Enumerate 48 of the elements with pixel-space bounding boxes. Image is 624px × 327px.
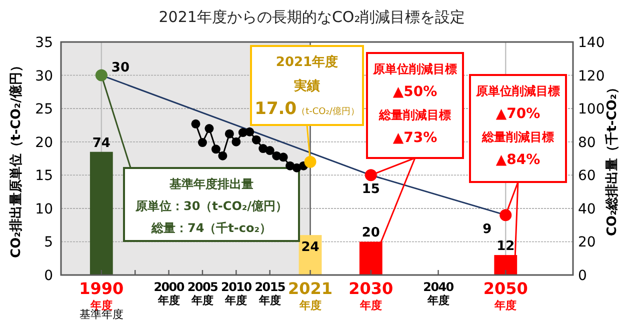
chart-title: 2021年度からの長期的なCO₂削減目標を設定 bbox=[158, 8, 466, 26]
annotation: 17.0（t-CO₂/億円） bbox=[254, 99, 360, 119]
y2-tick-label: 40 bbox=[578, 201, 596, 218]
y2-tick-label: 60 bbox=[578, 168, 596, 184]
annotation: 総量削減目標 bbox=[378, 108, 451, 122]
x-tick-label: 2010 年度 bbox=[221, 280, 252, 307]
data-label: 20 bbox=[362, 226, 380, 241]
y-tick-label: 35 bbox=[35, 35, 53, 51]
annotation: ▲70% bbox=[496, 106, 540, 122]
x-tick-label: 2005 年度 bbox=[187, 280, 218, 307]
x-tick-label: 2000 年度 bbox=[154, 280, 184, 307]
x-tick-label: 2021 年度 bbox=[288, 279, 333, 312]
y2-tick-label: 120 bbox=[578, 68, 605, 84]
y2-tick-label: 100 bbox=[578, 102, 605, 118]
annotation: 基準年度排出量 bbox=[168, 177, 254, 191]
data-label: 9 bbox=[482, 222, 492, 238]
annotation: ▲50% bbox=[392, 84, 438, 100]
y2-tick-label: 140 bbox=[578, 35, 605, 51]
y2-tick-label: 80 bbox=[578, 134, 596, 151]
annotation: 総量削減目標 bbox=[481, 130, 554, 144]
y-tick-label: 10 bbox=[35, 201, 53, 218]
y2-tick-label: 20 bbox=[578, 234, 596, 251]
annotation: ▲84% bbox=[496, 152, 540, 168]
annotation: 原単位：30（t-CO₂/億円） bbox=[134, 199, 288, 213]
annotation: 原単位削減目標 bbox=[475, 84, 560, 98]
x-tick-label: 2030 年度 bbox=[348, 279, 394, 312]
annotation: ▲73% bbox=[392, 130, 438, 146]
y-axis-title: CO₂排出量原単位（t-CO₂/億円） bbox=[8, 59, 24, 258]
annotation: 原単位削減目標 bbox=[372, 62, 457, 76]
annotation: 総量：74（千t-co₂） bbox=[150, 221, 272, 235]
y-tick-label: 30 bbox=[35, 68, 53, 84]
y-tick-label: 20 bbox=[35, 134, 53, 151]
data-label: 12 bbox=[496, 239, 515, 254]
x-tick-label: 2015 年度 bbox=[254, 280, 286, 307]
y2-axis-title: CO₂総排出量（千t-CO₂） bbox=[604, 80, 620, 236]
y-tick-label: 0 bbox=[44, 268, 53, 284]
y-tick-label: 15 bbox=[35, 168, 53, 184]
y-tick-label: 5 bbox=[44, 234, 53, 251]
y2-tick-label: 0 bbox=[578, 268, 587, 284]
data-label: 24 bbox=[301, 240, 320, 256]
x-tick-label: 2040 年度 bbox=[423, 280, 454, 307]
y-tick-label: 25 bbox=[35, 102, 53, 118]
data-label: 15 bbox=[362, 182, 380, 198]
x-tick-label: 2050 年度 bbox=[483, 279, 528, 312]
data-label: 30 bbox=[111, 60, 130, 76]
data-label: 74 bbox=[92, 136, 110, 151]
annotation: 2021年度 bbox=[276, 54, 338, 70]
annotation: 実績 bbox=[293, 78, 320, 94]
